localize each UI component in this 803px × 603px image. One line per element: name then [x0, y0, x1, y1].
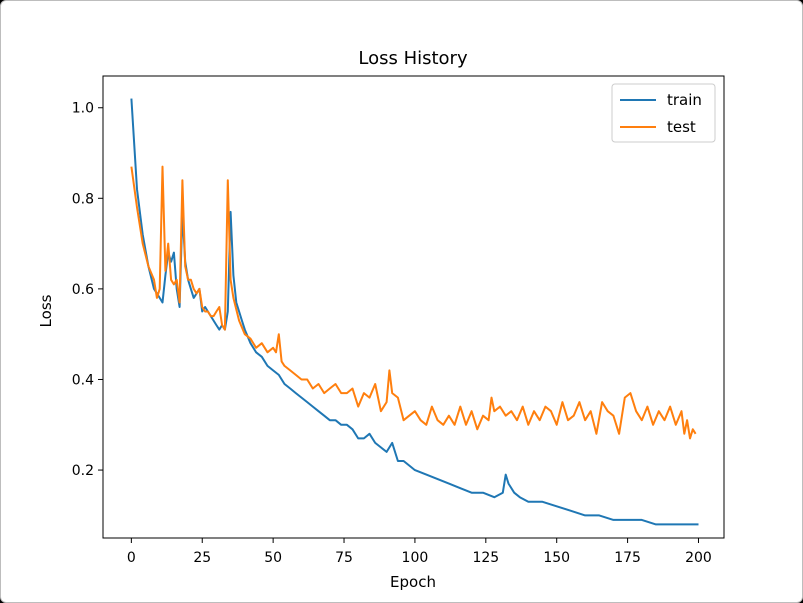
y-tick-label: 0.8: [72, 191, 94, 207]
y-tick-label: 0.2: [72, 463, 94, 479]
x-tick-label: 75: [335, 550, 353, 566]
y-axis-label: Loss: [37, 294, 55, 327]
series-line-test: [130, 165, 697, 440]
y-tick-label: 0.4: [72, 372, 94, 388]
x-tick-label: 0: [127, 550, 136, 566]
x-tick-label: 50: [264, 550, 282, 566]
axes-frame: [102, 75, 725, 539]
x-tick-label: 100: [402, 550, 429, 566]
x-tick-label: 175: [614, 550, 641, 566]
x-tick-label: 125: [472, 550, 499, 566]
y-tick-label: 0.6: [72, 282, 94, 298]
x-tick-label: 150: [543, 550, 570, 566]
y-tick-label: 1.0: [72, 101, 94, 117]
x-tick-label: 25: [193, 550, 211, 566]
legend-label-train: train: [667, 91, 702, 109]
x-axis-label: Epoch: [390, 573, 436, 591]
legend: train test: [611, 83, 716, 143]
legend-label-test: test: [667, 118, 696, 136]
x-tick-label: 200: [685, 550, 712, 566]
chart-title: Loss History: [358, 48, 468, 69]
plot-area: 0 25 50 75 100 125 150 175 200 0.2 0.4 0.6 0.8 1.0 tra…: [72, 75, 725, 566]
